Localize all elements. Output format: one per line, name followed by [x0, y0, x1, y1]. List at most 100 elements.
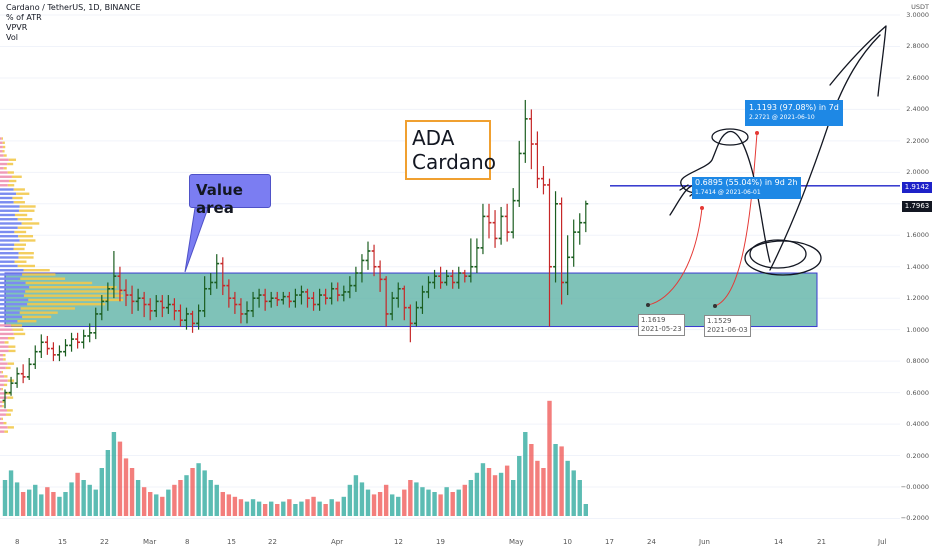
vpvr-bar-sell — [0, 264, 18, 268]
vpvr-bar-sell — [0, 307, 21, 310]
vpvr-bar-sell — [0, 277, 21, 280]
volume-bar — [577, 480, 582, 516]
vpvr-bar-buy — [23, 294, 124, 297]
volume-bar — [87, 484, 92, 516]
vpvr-bar-buy — [22, 273, 56, 276]
vpvr-bar-buy — [14, 213, 28, 217]
volume-bar — [371, 494, 377, 516]
x-tick-label: 15 — [227, 538, 236, 546]
vpvr-bar-buy — [7, 396, 14, 399]
ada-cardano-label[interactable]: ADA Cardano — [405, 120, 496, 180]
up-arrow-head — [829, 25, 887, 97]
vpvr-bar-buy — [8, 179, 17, 183]
vpvr-bar-sell — [0, 256, 19, 259]
vpvr-bar-buy — [8, 349, 16, 353]
projection-curve-1 — [647, 207, 703, 306]
vpvr-bar-sell — [0, 332, 14, 336]
volume-bar — [111, 432, 117, 516]
vpvr-bar-sell — [0, 222, 22, 225]
y-tick-label: 0.2000 — [906, 451, 929, 460]
volume-bar — [196, 463, 201, 516]
vpvr-bar-sell — [0, 358, 4, 361]
vpvr-bar-sell — [0, 375, 5, 378]
volume-bar — [141, 487, 147, 516]
volume-bar — [172, 484, 177, 516]
projection-tag-1[interactable]: 0.6895 (55.04%) in 9d 2h 1.7414 @ 2021-0… — [692, 177, 801, 199]
indicator-vpvr[interactable]: VPVR — [6, 23, 28, 32]
volume-bar — [275, 504, 280, 516]
vpvr-bar-sell — [0, 400, 3, 404]
x-tick-label: 17 — [605, 538, 614, 546]
vpvr-bar-buy — [18, 252, 34, 255]
volume-bar — [311, 496, 316, 516]
vpvr-bar-sell — [0, 218, 18, 221]
volume-bar — [202, 470, 207, 516]
projection-curve-2 — [714, 132, 758, 307]
volume-bar — [432, 492, 437, 516]
volume-bar — [456, 489, 461, 516]
vpvr-bar-buy — [4, 375, 8, 378]
vpvr-bar-sell — [0, 362, 8, 365]
vpvr-bar-buy — [3, 353, 6, 357]
y-tick-label: −0.2000 — [900, 514, 929, 523]
vpvr-bar-sell — [0, 188, 14, 191]
y-tick-label: 0.8000 — [906, 357, 929, 366]
volume-bar — [480, 463, 486, 516]
projection-tag-2[interactable]: 1.1193 (97.08%) in 7d 2.2721 @ 2021-06-1… — [745, 100, 843, 126]
volume-bar — [166, 489, 171, 516]
vpvr-bar-buy — [25, 290, 123, 293]
vpvr-bar-sell — [0, 273, 23, 276]
volume-bar — [517, 456, 522, 516]
volume-bar — [468, 480, 474, 516]
volume-bar — [390, 494, 395, 516]
volume-bar — [269, 501, 274, 516]
low-tag-1[interactable]: 1.1619 2021-05-23 — [638, 314, 685, 336]
price-tag-last[interactable]: 1.7963 — [902, 201, 932, 212]
price-tag-resistance[interactable]: 1.9142 — [902, 182, 932, 193]
indicator-atr[interactable]: % of ATR — [6, 13, 42, 22]
x-tick-label: Jul — [878, 538, 887, 546]
x-tick-label: 22 — [268, 538, 277, 546]
vpvr-bar-sell — [0, 205, 20, 208]
vpvr-bar-sell — [0, 345, 9, 348]
y-tick-label: 1.0000 — [906, 325, 929, 334]
volume-bar — [511, 480, 516, 516]
vpvr-bar-sell — [0, 226, 18, 229]
volume-bar — [474, 472, 480, 516]
vpvr-bar-buy — [19, 205, 36, 208]
vpvr-bar-buy — [22, 315, 52, 319]
vpvr-bar-sell — [0, 230, 15, 234]
volume-bar — [559, 446, 564, 516]
vpvr-bar-buy — [25, 281, 93, 285]
low-point-1 — [646, 303, 650, 307]
indicator-vol[interactable]: Vol — [6, 33, 18, 42]
y-tick-label: 0.4000 — [906, 420, 929, 429]
value-area-callout[interactable]: Value area — [189, 174, 271, 217]
vpvr-bar-sell — [0, 341, 5, 344]
chart-header: Cardano / TetherUS, 1D, BINANCE % of ATR… — [6, 3, 141, 43]
low-point-2 — [713, 304, 717, 308]
vpvr-bar-sell — [0, 201, 14, 204]
volume-bar — [492, 475, 498, 516]
volume-bar — [14, 482, 20, 516]
volume-bar — [523, 432, 528, 516]
symbol-title[interactable]: Cardano / TetherUS, 1D, BINANCE — [6, 3, 141, 12]
vpvr-bar-buy — [18, 256, 34, 259]
vpvr-bar-buy — [29, 286, 117, 289]
vpvr-bar-sell — [0, 294, 24, 297]
projection-2-subtext: 2.2721 @ 2021-06-10 — [749, 114, 815, 121]
vpvr-bar-buy — [1, 370, 3, 374]
vpvr-bar-buy — [14, 260, 27, 263]
low-tag-2[interactable]: 1.1529 2021-06-03 — [704, 315, 751, 337]
x-tick-label: 15 — [58, 538, 67, 546]
x-tick-label: 14 — [774, 538, 783, 546]
vpvr-bar-buy — [19, 239, 36, 242]
x-tick-label: Mar — [143, 538, 157, 546]
up-arrow-line — [769, 34, 881, 271]
vpvr-bar-sell — [0, 311, 20, 314]
vpvr-bar-sell — [0, 353, 4, 357]
vpvr-bar-sell — [0, 192, 17, 195]
vpvr-bar-sell — [0, 319, 18, 323]
